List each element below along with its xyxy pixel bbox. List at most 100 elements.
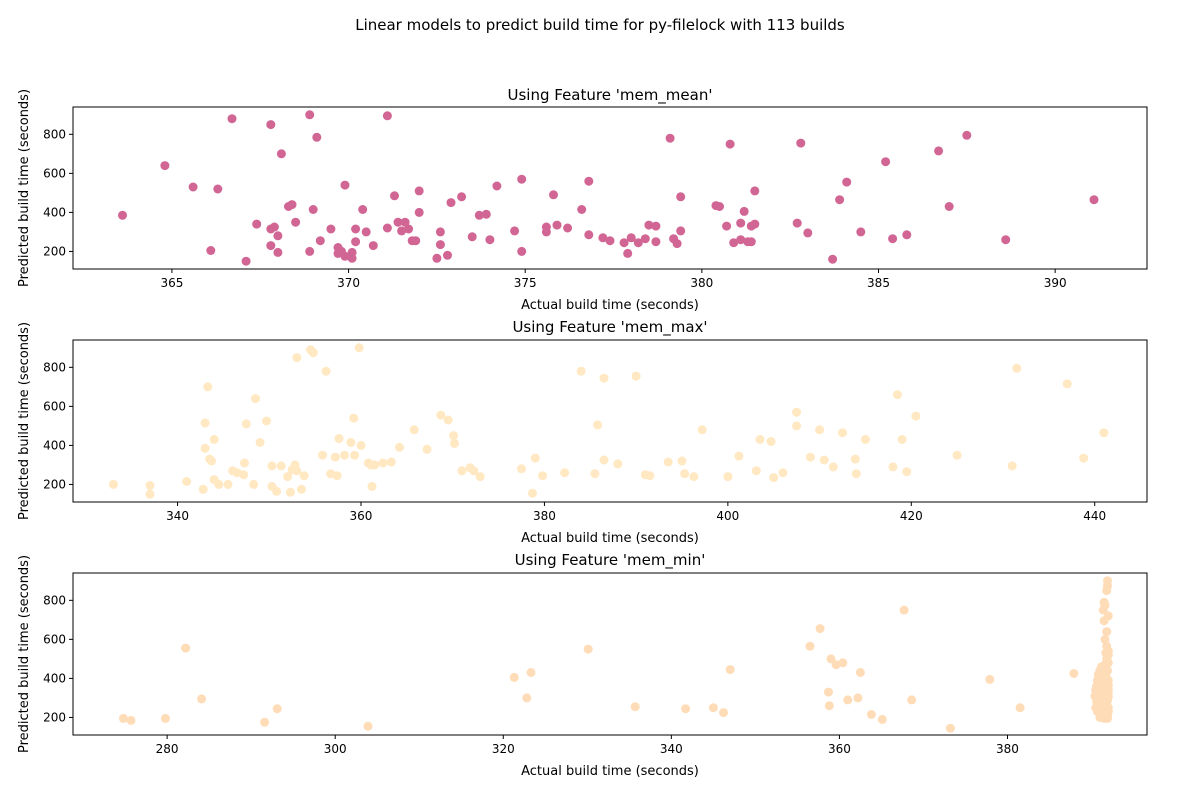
data-point [347,253,357,263]
data-point [1099,597,1109,607]
data-point [267,461,277,471]
data-point [1100,634,1110,644]
data-point [944,202,954,211]
data-point [843,695,853,705]
data-point [241,256,251,266]
data-point [1079,453,1089,463]
y-tick-label: 400 [43,205,66,219]
data-point [273,231,283,241]
scatter-points [118,576,1113,733]
x-tick-label: 360 [828,742,851,756]
data-point [850,454,860,464]
data-point [676,226,686,236]
data-point [907,695,917,705]
scatter-points [108,343,1109,499]
data-point [449,431,459,441]
x-tick-label: 420 [900,509,923,523]
data-point [631,371,641,381]
y-tick-label: 200 [43,710,66,724]
x-tick-label: 400 [716,509,739,523]
x-axis-ticks: 280 300 320 340 360 380 [156,735,1019,756]
panel-mem-min: Using Feature 'mem_min' 280 300 320 340 360 3… [17,551,1148,779]
data-point [400,217,410,227]
data-point [899,605,909,615]
data-point [729,238,739,248]
data-point [349,413,359,423]
data-point [985,674,995,684]
data-point [552,220,562,230]
data-point [860,435,870,444]
data-point [590,469,600,479]
data-point [824,687,833,697]
data-point [457,192,467,202]
data-point [207,456,216,466]
data-point [435,227,445,237]
x-tick-label: 385 [867,276,890,290]
data-point [719,708,728,718]
data-point [299,471,309,481]
x-axis-label: Actual build time (seconds) [521,531,699,546]
data-point [272,704,282,714]
data-point [826,654,836,664]
x-tick-label: 280 [156,742,179,756]
y-tick-label: 400 [43,671,66,685]
data-point [599,373,609,383]
data-point [249,479,259,489]
data-point [370,460,380,470]
data-point [492,181,502,191]
data-point [1103,680,1113,690]
y-tick-label: 200 [43,244,66,258]
data-point [1062,379,1072,389]
data-point [276,461,286,471]
data-point [209,435,219,444]
data-point [409,425,419,435]
data-point [181,643,191,653]
data-point [866,710,876,719]
data-point [1089,195,1099,205]
data-point [725,665,735,675]
data-point [467,232,477,242]
data-point [269,222,279,232]
data-point [665,133,675,143]
data-point [855,668,865,677]
data-point [584,230,594,240]
data-point [945,723,955,733]
data-point [1103,688,1113,698]
y-tick-label: 200 [43,477,66,491]
data-point [200,418,210,428]
data-point [952,450,962,460]
data-point [351,224,361,234]
data-point [272,486,282,496]
data-point [340,251,350,261]
y-tick-label: 400 [43,438,66,452]
x-tick-label: 440 [1083,509,1106,523]
data-point [576,366,586,376]
data-point [446,198,456,208]
y-tick-label: 600 [43,399,66,413]
data-point [530,453,540,463]
data-point [746,237,756,247]
data-point [203,382,213,392]
data-point [1099,428,1109,438]
y-tick-label: 600 [43,166,66,180]
data-point [815,425,825,435]
x-axis-ticks: 340 360 380 400 420 440 [166,502,1106,523]
data-point [1015,703,1025,713]
data-point [358,205,368,214]
data-point [509,672,519,682]
data-point [432,253,442,263]
data-point [340,450,349,460]
data-point [200,443,210,453]
data-point [318,450,327,460]
data-point [481,209,491,219]
data-point [584,176,594,186]
data-point [803,228,813,238]
data-point [283,472,293,482]
data-point [888,234,898,244]
data-point [378,458,388,468]
data-point [750,219,760,229]
data-point [835,195,845,205]
panel-mem-max: Using Feature 'mem_max' 340 360 380 400 420 4… [17,318,1148,546]
data-point [736,235,746,245]
